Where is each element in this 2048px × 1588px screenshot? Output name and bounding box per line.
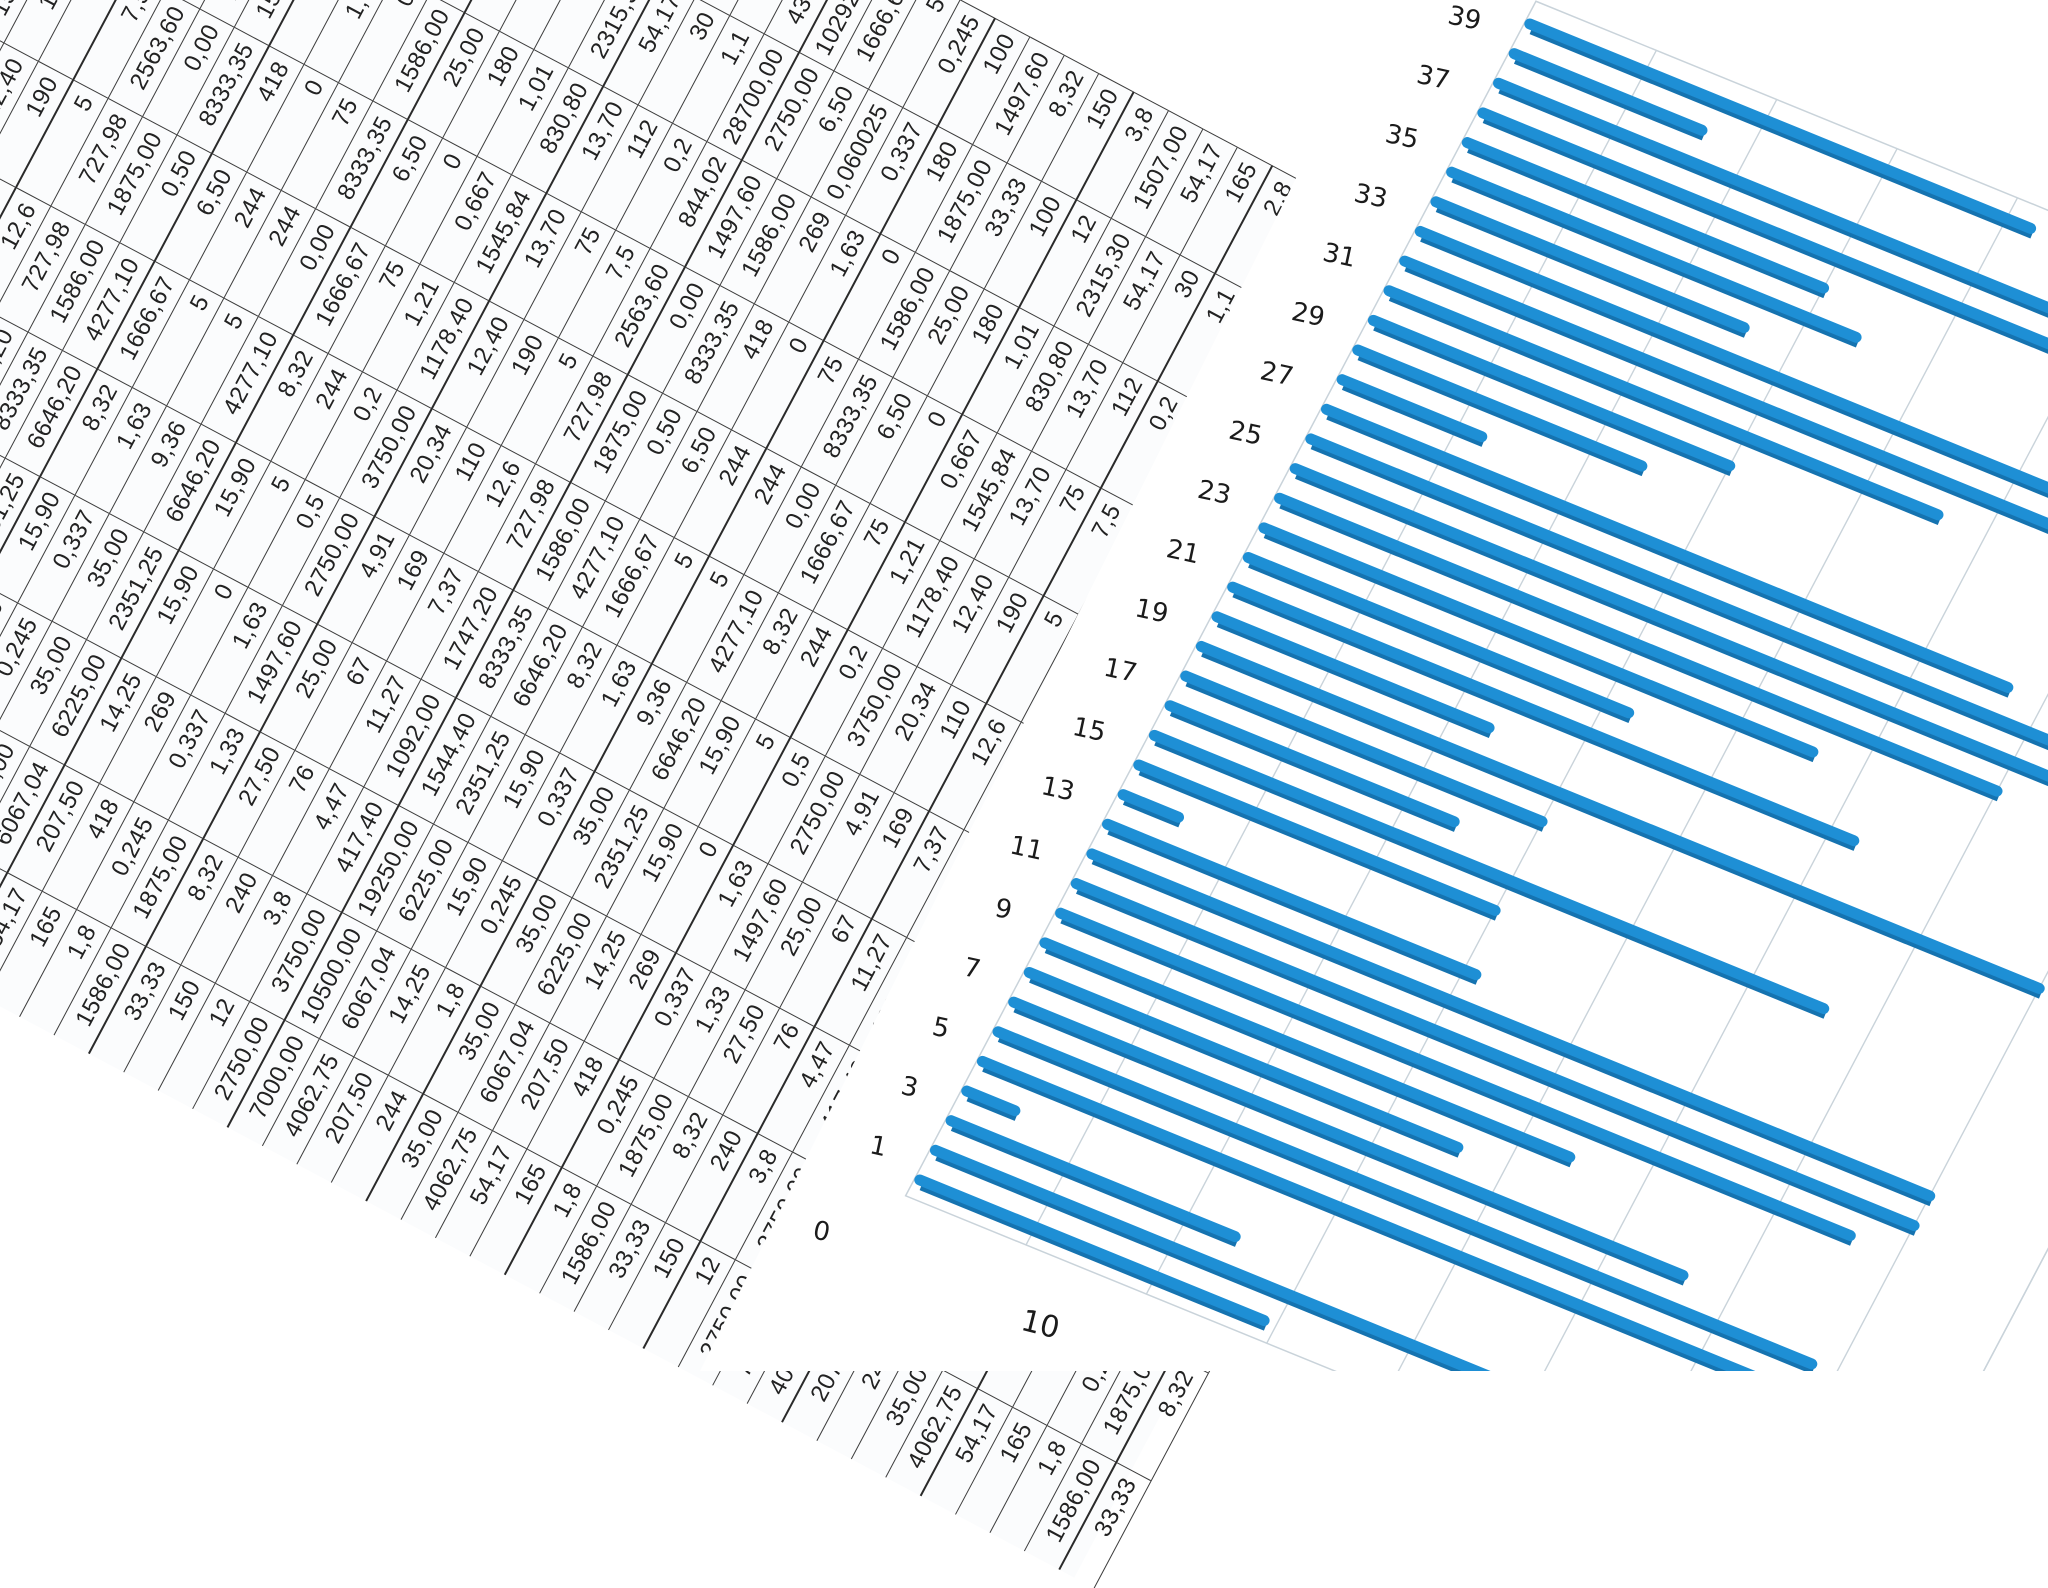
y-tick-label: 35 [1383,119,1422,155]
y-tick-label: 37 [1414,60,1453,96]
bar [1524,18,2037,234]
bar-shadow [1529,25,2034,239]
bar-shadow [1498,85,2048,318]
bar-shadow [1513,55,1706,141]
spreadsheet-printout: 35,0035,0035,0035,009,365244750180100406… [0,0,1724,1588]
y-tick-label: 33 [1351,178,1390,214]
bar [1508,48,1708,136]
bar [1461,137,1830,294]
gridline [1836,970,2048,1371]
bar-shadow [1467,144,1827,299]
y-tick-label: 39 [1445,1,1484,37]
gridline [1982,1247,2048,1371]
bar [1493,77,2048,314]
